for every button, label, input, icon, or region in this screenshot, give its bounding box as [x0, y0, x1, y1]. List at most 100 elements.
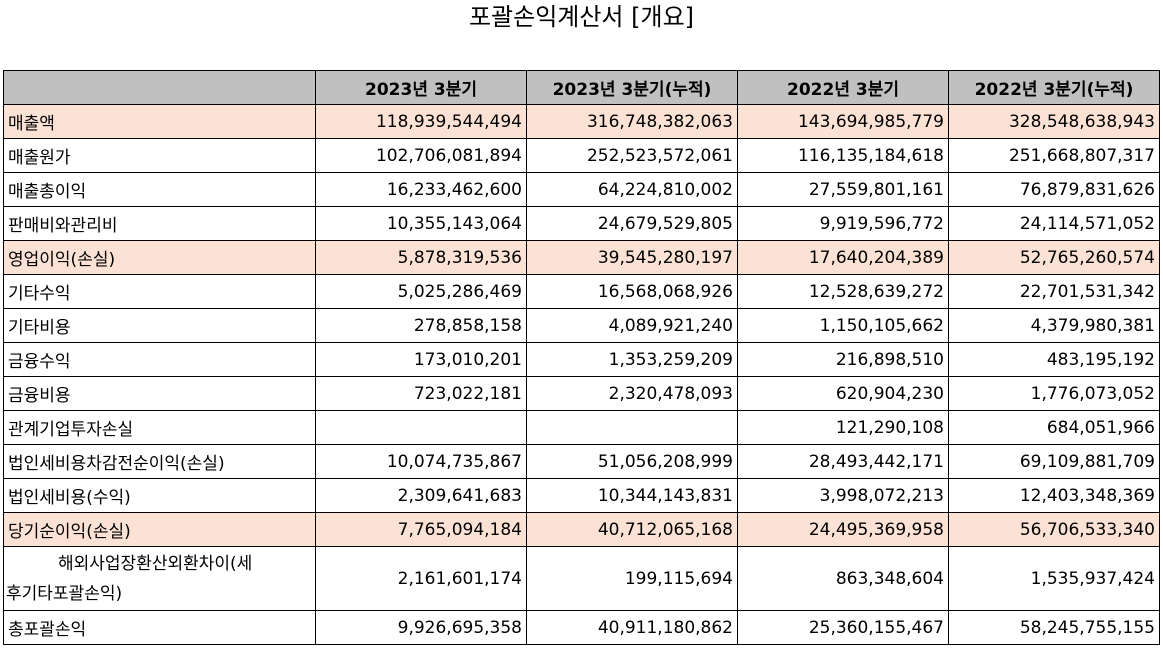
cell-value: 10,074,735,867 [315, 444, 527, 479]
cell-value: 2,161,601,174 [315, 546, 527, 611]
cell-value: 121,290,108 [737, 410, 949, 445]
cell-value: 16,233,462,600 [315, 172, 527, 207]
cell-value [526, 410, 738, 445]
cell-value: 483,195,192 [948, 342, 1160, 377]
cell-value: 316,748,382,063 [526, 104, 738, 139]
cell-value: 56,706,533,340 [948, 512, 1160, 547]
cell-value: 116,135,184,618 [737, 138, 949, 173]
row-label: 총포괄손익 [3, 610, 316, 645]
table-row-other-expenses: 기타비용 278,858,158 4,089,921,240 1,150,105… [3, 308, 1160, 343]
row-label-line2: 후기타포괄손익) [6, 583, 123, 604]
header-row: 2023년 3분기 2023년 3분기(누적) 2022년 3분기 2022년 … [3, 70, 1160, 105]
cell-value: 24,679,529,805 [526, 206, 738, 241]
row-label: 금융비용 [3, 376, 316, 411]
cell-value: 12,403,348,369 [948, 478, 1160, 513]
cell-value: 22,701,531,342 [948, 274, 1160, 309]
table-row-finance-costs: 금융비용 723,022,181 2,320,478,093 620,904,2… [3, 376, 1160, 411]
cell-value: 684,051,966 [948, 410, 1160, 445]
table-row-net-income: 당기순이익(손실) 7,765,094,184 40,712,065,168 2… [3, 512, 1160, 547]
cell-value: 199,115,694 [526, 546, 738, 611]
table-row-operating-income: 영업이익(손실) 5,878,319,536 39,545,280,197 17… [3, 240, 1160, 275]
table-row-sga: 판매비와관리비 10,355,143,064 24,679,529,805 9,… [3, 206, 1160, 241]
cell-value: 1,776,073,052 [948, 376, 1160, 411]
cell-value: 7,765,094,184 [315, 512, 527, 547]
table-row-cost-of-sales: 매출원가 102,706,081,894 252,523,572,061 116… [3, 138, 1160, 173]
header-2023-q3-cumulative: 2023년 3분기(누적) [526, 70, 738, 105]
cell-value: 4,089,921,240 [526, 308, 738, 343]
cell-value: 2,320,478,093 [526, 376, 738, 411]
header-2023-q3: 2023년 3분기 [315, 70, 527, 105]
cell-value: 58,245,755,155 [948, 610, 1160, 645]
header-label-cell [3, 70, 316, 105]
cell-value: 278,858,158 [315, 308, 527, 343]
row-label: 법인세비용차감전순이익(손실) [3, 444, 316, 479]
row-label: 매출액 [3, 104, 316, 139]
cell-value: 40,712,065,168 [526, 512, 738, 547]
cell-value: 39,545,280,197 [526, 240, 738, 275]
cell-value: 5,025,286,469 [315, 274, 527, 309]
table-row-total-comprehensive-income: 총포괄손익 9,926,695,358 40,911,180,862 25,36… [3, 610, 1160, 645]
cell-value: 1,150,105,662 [737, 308, 949, 343]
cell-value: 16,568,068,926 [526, 274, 738, 309]
cell-value: 25,360,155,467 [737, 610, 949, 645]
cell-value: 118,939,544,494 [315, 104, 527, 139]
cell-value: 17,640,204,389 [737, 240, 949, 275]
cell-value: 10,344,143,831 [526, 478, 738, 513]
cell-value: 40,911,180,862 [526, 610, 738, 645]
row-label: 법인세비용(수익) [3, 478, 316, 513]
cell-value: 328,548,638,943 [948, 104, 1160, 139]
cell-value: 28,493,442,171 [737, 444, 949, 479]
table-row-pretax-income: 법인세비용차감전순이익(손실) 10,074,735,867 51,056,20… [3, 444, 1160, 479]
income-statement-table: 2023년 3분기 2023년 3분기(누적) 2022년 3분기 2022년 … [3, 70, 1160, 645]
cell-value: 723,022,181 [315, 376, 527, 411]
row-label: 매출원가 [3, 138, 316, 173]
cell-value: 5,878,319,536 [315, 240, 527, 275]
cell-value: 2,309,641,683 [315, 478, 527, 513]
header-2022-q3: 2022년 3분기 [737, 70, 949, 105]
cell-value: 863,348,604 [737, 546, 949, 611]
cell-value: 10,355,143,064 [315, 206, 527, 241]
cell-value: 27,559,801,161 [737, 172, 949, 207]
header-2022-q3-cumulative: 2022년 3분기(누적) [948, 70, 1160, 105]
row-label: 영업이익(손실) [3, 240, 316, 275]
cell-value: 52,765,260,574 [948, 240, 1160, 275]
table-row-associate-loss: 관계기업투자손실 121,290,108 684,051,966 [3, 410, 1160, 445]
cell-value: 76,879,831,626 [948, 172, 1160, 207]
row-label: 당기순이익(손실) [3, 512, 316, 547]
row-label: 기타비용 [3, 308, 316, 343]
cell-value: 3,998,072,213 [737, 478, 949, 513]
cell-value: 4,379,980,381 [948, 308, 1160, 343]
cell-value: 24,495,369,958 [737, 512, 949, 547]
table-row-revenue: 매출액 118,939,544,494 316,748,382,063 143,… [3, 104, 1160, 139]
cell-value: 251,668,807,317 [948, 138, 1160, 173]
row-label: 판매비와관리비 [3, 206, 316, 241]
cell-value: 64,224,810,002 [526, 172, 738, 207]
table-row-gross-profit: 매출총이익 16,233,462,600 64,224,810,002 27,5… [3, 172, 1160, 207]
cell-value: 12,528,639,272 [737, 274, 949, 309]
cell-value: 9,926,695,358 [315, 610, 527, 645]
row-label-line1: 해외사업장환산외환차이(세 [58, 553, 253, 574]
cell-value: 69,109,881,709 [948, 444, 1160, 479]
cell-value: 252,523,572,061 [526, 138, 738, 173]
row-label: 기타수익 [3, 274, 316, 309]
cell-value: 9,919,596,772 [737, 206, 949, 241]
cell-value: 216,898,510 [737, 342, 949, 377]
table-row-income-tax: 법인세비용(수익) 2,309,641,683 10,344,143,831 3… [3, 478, 1160, 513]
cell-value: 102,706,081,894 [315, 138, 527, 173]
row-label: 금융수익 [3, 342, 316, 377]
cell-value [315, 410, 527, 445]
page-title: 포괄손익계산서 [개요] [468, 3, 695, 31]
row-label: 매출총이익 [3, 172, 316, 207]
cell-value: 24,114,571,052 [948, 206, 1160, 241]
cell-value: 51,056,208,999 [526, 444, 738, 479]
table-row-finance-income: 금융수익 173,010,201 1,353,259,209 216,898,5… [3, 342, 1160, 377]
table-row-other-income: 기타수익 5,025,286,469 16,568,068,926 12,528… [3, 274, 1160, 309]
cell-value: 173,010,201 [315, 342, 527, 377]
cell-value: 143,694,985,779 [737, 104, 949, 139]
cell-value: 1,535,937,424 [948, 546, 1160, 611]
cell-value: 620,904,230 [737, 376, 949, 411]
cell-value: 1,353,259,209 [526, 342, 738, 377]
row-label: 관계기업투자손실 [3, 410, 316, 445]
